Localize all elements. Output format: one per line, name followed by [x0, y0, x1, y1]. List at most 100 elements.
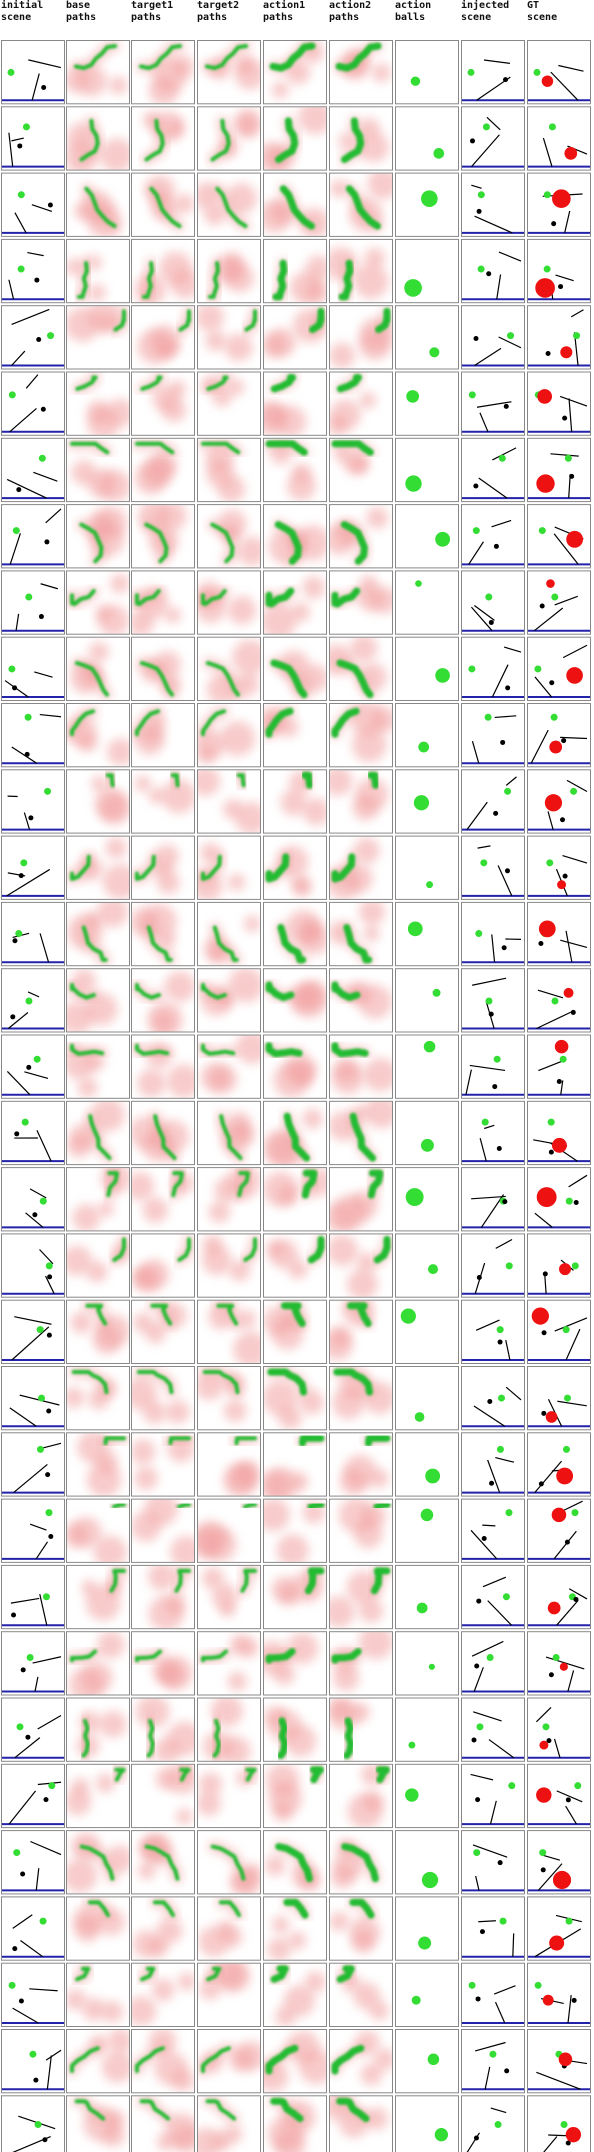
thumb-r13-c7: [461, 901, 525, 967]
thumb-r3-c3: [197, 238, 261, 304]
action-ball: [420, 1508, 434, 1522]
predicted-path: [216, 1303, 239, 1326]
predicted-path: [243, 1502, 257, 1509]
thumb-content: [528, 1707, 590, 1759]
thumb-content: [462, 1640, 524, 1693]
thumb-content: [67, 1499, 129, 1562]
predicted-path: [103, 1436, 126, 1446]
thumb-frame: [395, 835, 459, 900]
thumb-content: [413, 795, 430, 811]
scene-green-ball: [38, 454, 46, 462]
scene-black-ball: [476, 208, 482, 214]
predicted-path: [70, 854, 91, 881]
thumb-content: [2, 1981, 64, 2024]
thumb-r9-c1: [66, 636, 130, 702]
thumb-content: [198, 1035, 260, 1093]
thumb-content: [2, 454, 64, 500]
thumb-content: [426, 881, 434, 889]
thumb-r23-c8: [527, 1564, 591, 1630]
scene-black-ball: [469, 138, 475, 144]
gt-action-ball: [535, 278, 555, 298]
predicted-path: [340, 521, 368, 565]
predicted-path: [74, 2099, 106, 2121]
scene-obstacle: [505, 1386, 522, 1401]
predicted-path: [283, 1112, 311, 1162]
heat-blob: [363, 925, 380, 942]
scene-green-ball: [574, 1782, 582, 1790]
thumb-r16-c8: [527, 1100, 591, 1166]
thumb-content: [2, 713, 64, 765]
heat-blob: [132, 1511, 162, 1542]
heat-blob: [305, 280, 326, 303]
thumb-r4-c4: [263, 305, 327, 370]
thumb-r17-c3: [197, 1167, 261, 1232]
heat-blob: [97, 902, 129, 928]
thumb-r26-c5: [329, 1763, 393, 1829]
thumb-r21-c6: [395, 1432, 459, 1497]
heat-blob: [291, 602, 311, 622]
thumb-frame: [395, 371, 459, 436]
scene-wall: [480, 1194, 505, 1228]
thumb-content: [2, 1118, 64, 1163]
predicted-path: [331, 981, 361, 1002]
thumb-r29-c4: [263, 1962, 327, 2027]
scene-green-ball: [44, 787, 52, 795]
thumb-frame: [527, 1631, 591, 1696]
thumb-r11-c0: [1, 769, 65, 834]
heat-blob: [264, 1855, 286, 1877]
action-ball: [405, 475, 422, 492]
thumb-r29-c6: [395, 1962, 459, 2027]
scene-green-ball: [542, 1723, 550, 1731]
thumb-content: [528, 854, 590, 897]
scene-wall: [471, 134, 500, 167]
thumb-frame: [461, 1299, 525, 1364]
predicted-path: [81, 925, 108, 962]
heat-blob: [330, 179, 348, 198]
heat-blob: [353, 837, 380, 864]
thumb-r3-c0: [1, 238, 65, 304]
scene-black-ball: [18, 1998, 24, 2004]
thumb-frame: [461, 371, 525, 436]
thumb-r5-c7: [461, 371, 525, 436]
thumb-content: [132, 1168, 194, 1223]
thumb-frame: [527, 2095, 591, 2152]
thumb-content: [67, 1367, 117, 1410]
predicted-path: [177, 1502, 191, 1509]
thumb-content: [330, 1897, 381, 1954]
scene-black-ball: [573, 1596, 579, 1602]
scene-obstacle: [471, 977, 507, 986]
heat-blob: [278, 650, 310, 682]
scene-black-ball: [475, 1797, 481, 1803]
thumb-content: [462, 519, 524, 566]
scene-wall: [35, 1541, 49, 1560]
predicted-path: [265, 1647, 296, 1664]
thumb-r29-c7: [461, 1962, 525, 2027]
thumb-content: [132, 1040, 194, 1098]
thumb-content: [408, 1741, 416, 1749]
thumb-content: [330, 637, 388, 700]
thumb-frame: [395, 1564, 459, 1630]
thumb-r22-c1: [66, 1498, 130, 1563]
thumb-content: [462, 1319, 524, 1361]
heat-blob: [72, 1204, 101, 1231]
thumb-frame: [461, 703, 525, 768]
thumb-r4-c7: [461, 305, 525, 370]
header-col-6: action balls: [395, 0, 432, 23]
heat-blob: [264, 1499, 290, 1532]
thumb-r1-c3: [197, 106, 261, 171]
predicted-path: [135, 2046, 165, 2073]
scene-green-ball: [17, 265, 25, 273]
thumb-content: [2, 59, 64, 102]
predicted-path: [265, 587, 295, 608]
thumb-content: [528, 2050, 590, 2091]
thumb-r21-c8: [527, 1432, 591, 1497]
predicted-path: [135, 589, 161, 607]
scene-green-ball: [21, 1118, 29, 1126]
predicted-path: [342, 1717, 355, 1759]
heat-blob: [88, 283, 106, 302]
scene-black-ball: [488, 1011, 494, 1017]
thumb-r25-c0: [1, 1697, 65, 1762]
thumb-r31-c0: [1, 2095, 65, 2152]
predicted-path: [205, 2099, 237, 2121]
predicted-path: [79, 118, 100, 162]
